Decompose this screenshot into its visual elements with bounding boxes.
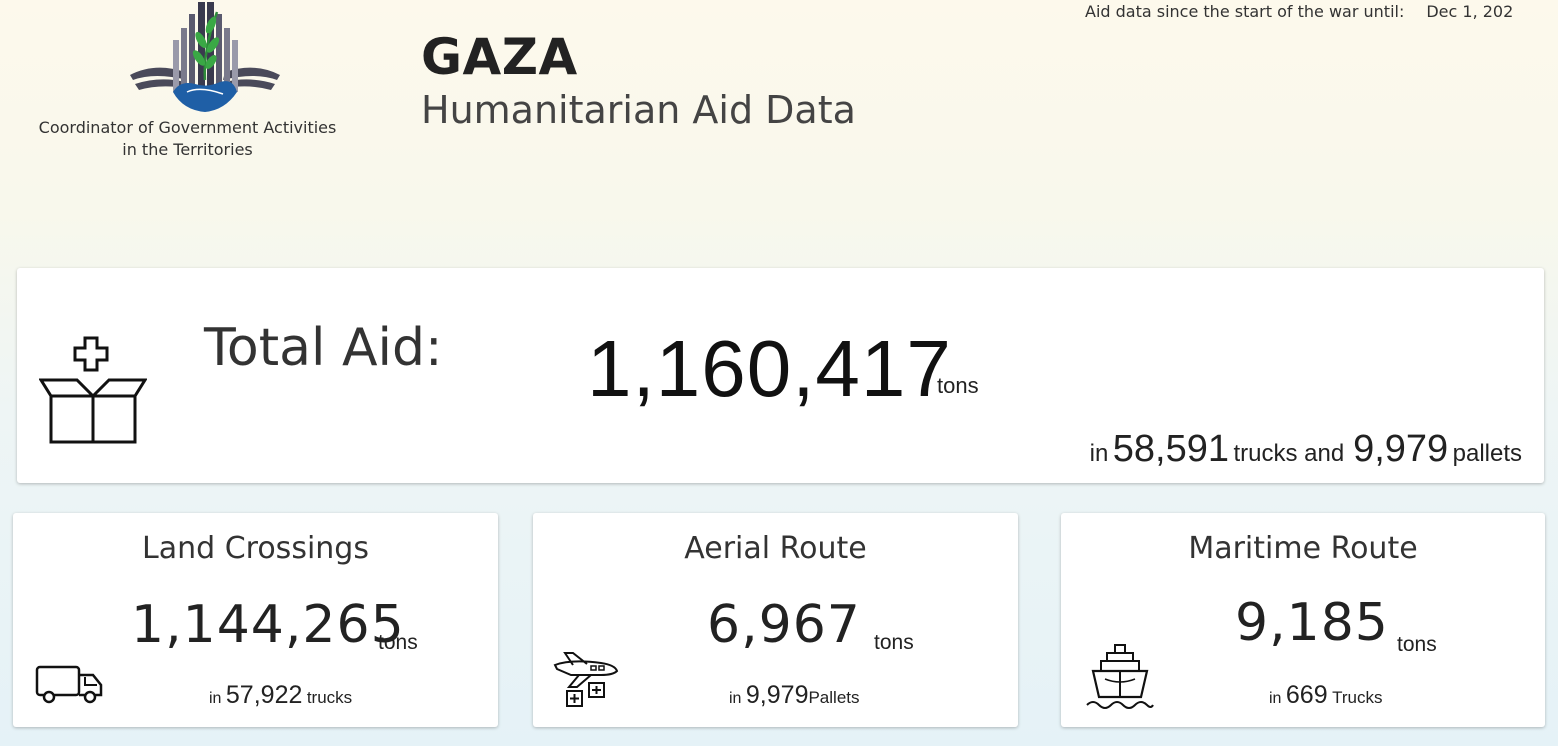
route-title: Land Crossings — [142, 531, 369, 566]
org-name-line1: Coordinator of Government Activities — [38, 118, 337, 137]
cogat-emblem-icon — [130, 2, 280, 112]
in-label: in — [1269, 690, 1282, 707]
route-count-value: 9,979 — [745, 681, 809, 709]
route-count-label: Trucks — [1332, 688, 1383, 707]
total-trucks-value: 58,591 — [1112, 428, 1230, 470]
pallets-label: pallets — [1452, 440, 1522, 467]
aid-box-icon — [39, 336, 147, 444]
land-crossings-card: Land Crossings 1,144,265 tons in 57,922 … — [13, 513, 498, 727]
route-tons-value: 6,967 — [707, 595, 861, 655]
since-label: Aid data since the start of the war unti… — [1085, 2, 1405, 21]
airplane-airdrop-icon — [553, 652, 619, 707]
total-aid-value: 1,160,417 — [587, 324, 952, 413]
truck-icon — [35, 665, 103, 704]
route-count-label: Pallets — [808, 688, 860, 707]
in-label: in — [209, 690, 222, 707]
route-count-value: 57,922 — [225, 681, 303, 709]
in-label: in — [1089, 440, 1109, 467]
route-title: Aerial Route — [684, 531, 867, 566]
route-tons-unit: tons — [1397, 633, 1437, 656]
aerial-route-card: Aerial Route 6,967 tons in 9,979Pallets — [533, 513, 1018, 727]
since-date: Dec 1, 202 — [1426, 2, 1514, 21]
total-aid-card: Total Aid: 1,160,417 tons in 58,591 truc… — [17, 268, 1544, 483]
org-name-line2: in the Territories — [122, 140, 253, 159]
route-count: in 57,922 trucks — [209, 681, 352, 710]
page-subtitle: Humanitarian Aid Data — [421, 88, 856, 132]
trucks-and-label: trucks and — [1233, 440, 1345, 467]
route-count: in 669 Trucks — [1269, 681, 1382, 710]
ship-icon — [1086, 644, 1154, 709]
route-tons-unit: tons — [874, 631, 914, 654]
page-title: GAZA — [421, 28, 578, 86]
cogat-logo: Coordinator of Government Activities in … — [20, 0, 355, 170]
route-count-value: 669 — [1285, 681, 1328, 709]
route-tons-unit: tons — [378, 631, 418, 654]
total-aid-unit: tons — [937, 373, 979, 398]
in-label: in — [729, 690, 742, 707]
route-count: in 9,979Pallets — [729, 681, 860, 710]
maritime-route-card: Maritime Route 9,185 tons in 669 Trucks — [1061, 513, 1545, 727]
route-count-label: trucks — [306, 688, 353, 707]
total-aid-label: Total Aid: — [204, 318, 443, 378]
total-pallets-value: 9,979 — [1353, 428, 1449, 470]
route-tons-value: 9,185 — [1235, 593, 1389, 653]
route-tons-value: 1,144,265 — [131, 595, 405, 655]
total-aid-breakdown: in 58,591 trucks and 9,979 pallets — [1090, 428, 1522, 471]
route-title: Maritime Route — [1188, 531, 1418, 566]
data-since-text: Aid data since the start of the war unti… — [1085, 2, 1513, 21]
